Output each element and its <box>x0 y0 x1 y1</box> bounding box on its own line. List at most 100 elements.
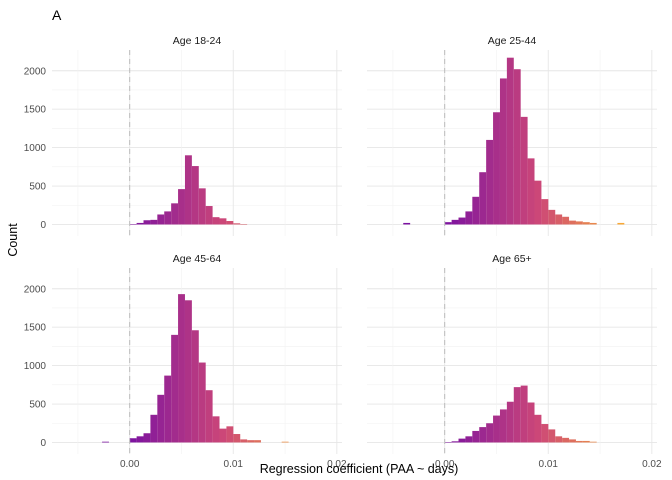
histogram-bar <box>444 222 452 225</box>
histogram-bar <box>157 214 165 225</box>
histogram-bar <box>102 441 109 443</box>
facet-strip-title: Age 25-44 <box>488 35 537 47</box>
histogram-bar <box>589 222 597 225</box>
x-tick-label: 0.02 <box>642 459 662 470</box>
histogram-bar <box>527 158 535 225</box>
histogram-bar <box>212 416 220 443</box>
histogram-bar <box>164 375 172 443</box>
histogram-bar <box>479 427 487 443</box>
facet-panels: Age 18-24 0 500 1000 1500 2000 Age 25-44 Age 45… <box>24 35 662 470</box>
facet-panel: Age 65+ 0.00 0.01 0.02 <box>367 253 662 470</box>
histogram-bar <box>493 415 500 443</box>
histogram-bar <box>198 188 206 225</box>
histogram-bar <box>548 429 556 443</box>
y-tick-label: 2000 <box>24 284 47 295</box>
histogram-bar <box>465 211 473 225</box>
histogram-bar <box>219 218 227 225</box>
facet-panel: Age 18-24 0 500 1000 1500 2000 <box>24 35 342 236</box>
histogram-bar <box>451 219 459 225</box>
histogram-bar <box>541 199 549 225</box>
histogram-bar <box>143 220 151 225</box>
histogram-bar <box>520 385 528 443</box>
histogram-bar <box>191 330 199 443</box>
histogram-bar <box>281 441 289 443</box>
histogram-bar <box>178 294 185 443</box>
grid-lines <box>367 268 657 454</box>
histogram-bar <box>513 69 521 225</box>
histogram-bar <box>472 430 480 443</box>
x-tick-label: 0.01 <box>539 459 559 470</box>
histogram-bar <box>254 440 261 443</box>
histogram-bar <box>451 441 459 443</box>
histogram-bar <box>513 387 521 443</box>
histogram-bar <box>184 155 192 225</box>
y-tick-label: 0 <box>40 220 46 231</box>
histogram-bar <box>184 300 192 443</box>
histogram-bar <box>617 222 625 225</box>
y-tick-label: 1000 <box>24 143 47 154</box>
facet-strip-title: Age 45-64 <box>173 253 222 265</box>
histogram-bar <box>534 180 542 225</box>
histogram-bar <box>527 402 535 443</box>
histogram-bar <box>499 78 507 225</box>
histogram-bar <box>520 116 528 225</box>
histogram-bar <box>240 439 248 443</box>
histogram-bar <box>178 189 185 225</box>
facet-panel: Age 45-64 0 500 1000 1500 2000 0.00 0.01 0.02 <box>24 253 347 470</box>
histogram-bar <box>226 221 234 225</box>
y-tick-label: 1500 <box>24 105 47 116</box>
histogram-bar <box>479 172 487 225</box>
histogram-bar <box>247 440 255 443</box>
histogram-bar <box>212 217 220 225</box>
facet-strip-title: Age 18-24 <box>173 35 222 47</box>
x-axis-title: Regression coefficient (PAA ~ days) <box>260 462 459 476</box>
histogram-bar <box>233 223 241 225</box>
histogram-bar <box>444 442 452 443</box>
y-tick-label: 500 <box>29 400 46 411</box>
y-tick-label: 2000 <box>24 66 47 77</box>
histogram-bar <box>486 139 494 225</box>
histogram-bar <box>219 428 227 443</box>
x-tick-label: 0.00 <box>120 459 140 470</box>
histogram-bar <box>589 441 597 443</box>
figure-tag: A <box>52 7 62 23</box>
histogram-bar <box>569 439 576 443</box>
y-tick-label: 1000 <box>24 361 47 372</box>
histogram-bar <box>555 436 563 443</box>
histogram-bar <box>562 437 570 443</box>
histogram-bar <box>569 220 576 225</box>
histogram-bar <box>499 409 507 443</box>
histogram-bar <box>226 426 234 443</box>
histogram-bars <box>403 57 625 225</box>
histogram-bar <box>143 433 151 443</box>
histogram-bar <box>562 216 570 225</box>
histogram-bar <box>534 414 542 443</box>
histogram-bar <box>575 440 583 443</box>
histogram-bar <box>465 436 473 443</box>
histogram-bar <box>171 334 179 443</box>
x-tick-label: 0.02 <box>327 459 347 470</box>
histogram-bar <box>403 222 411 225</box>
histogram-bar <box>541 424 549 443</box>
histogram-bar <box>582 440 590 443</box>
histogram-bar <box>582 222 590 225</box>
histogram-bar <box>205 390 213 443</box>
histogram-bar <box>164 211 172 225</box>
histogram-bar <box>233 434 241 443</box>
x-tick-label: 0.01 <box>224 459 244 470</box>
histogram-bars <box>129 155 248 225</box>
histogram-bar <box>150 219 158 225</box>
histogram-bar <box>129 224 137 225</box>
histogram-bar <box>486 423 494 443</box>
y-tick-label: 0 <box>40 438 46 449</box>
histogram-bar <box>136 222 144 225</box>
histogram-bar <box>493 112 500 225</box>
histogram-bar <box>205 206 213 225</box>
histogram-bar <box>575 221 583 225</box>
histogram-bar <box>548 209 556 225</box>
histogram-bar <box>157 394 165 443</box>
histogram-bar <box>458 438 466 443</box>
histogram-bars <box>102 294 289 443</box>
y-tick-label: 1500 <box>24 323 47 334</box>
